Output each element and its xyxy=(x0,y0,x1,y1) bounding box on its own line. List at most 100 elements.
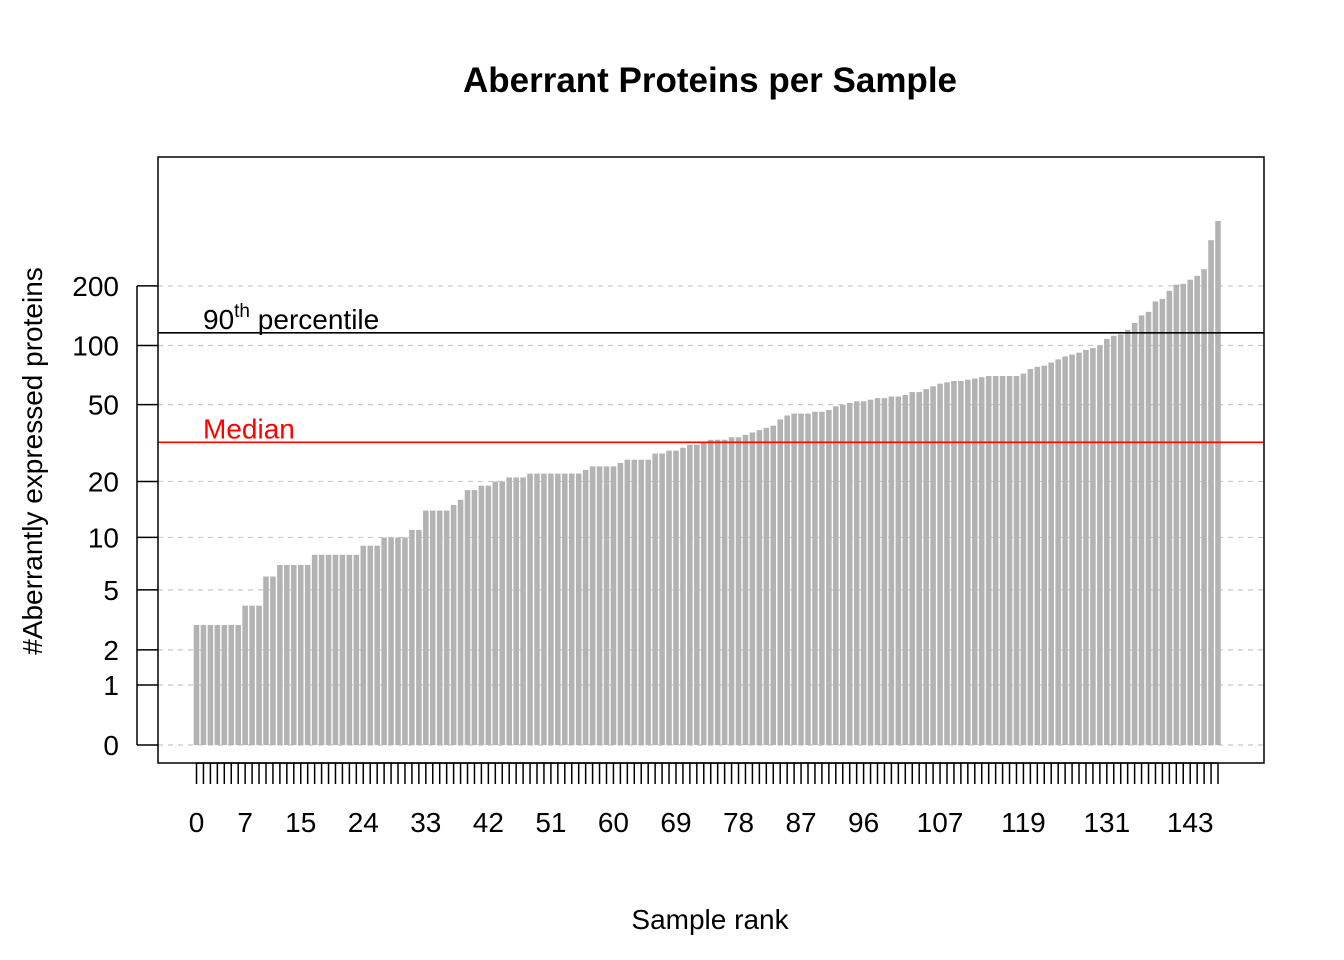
x-axis-label: Sample rank xyxy=(631,904,789,935)
bar xyxy=(687,445,693,745)
bar xyxy=(1104,338,1110,745)
bar xyxy=(374,545,380,745)
bar xyxy=(909,392,916,745)
bar xyxy=(1117,334,1124,745)
bar xyxy=(353,554,360,745)
bar xyxy=(1069,354,1075,745)
x-tick-label: 7 xyxy=(237,807,253,838)
bar xyxy=(888,396,895,745)
bar xyxy=(291,565,297,745)
bar xyxy=(707,439,714,745)
bar xyxy=(409,529,415,745)
reference-lines: 90th percentile Median xyxy=(158,301,1264,444)
bar xyxy=(923,389,929,745)
bar xyxy=(1194,275,1200,745)
bar xyxy=(1090,348,1096,745)
bar xyxy=(638,459,645,745)
bar xyxy=(270,576,276,745)
y-axis: 0 1 2 5 10 20 50 100 200 xyxy=(72,271,158,761)
bar xyxy=(325,554,332,745)
bars xyxy=(193,220,1221,746)
y-tick-label: 20 xyxy=(88,466,119,497)
plot-frame xyxy=(157,156,1265,764)
bar xyxy=(249,605,255,745)
bar xyxy=(339,554,346,745)
x-tick-label: 131 xyxy=(1083,807,1130,838)
bar xyxy=(589,466,596,745)
bar xyxy=(395,537,401,745)
bar xyxy=(450,505,457,745)
bar xyxy=(582,469,589,745)
bar xyxy=(617,462,624,745)
bar xyxy=(798,413,804,745)
bar xyxy=(214,625,221,745)
bar xyxy=(992,376,999,745)
bar xyxy=(388,537,394,745)
bar xyxy=(819,411,825,745)
bar xyxy=(972,378,978,745)
y-tick-label: 0 xyxy=(103,730,119,761)
bar xyxy=(965,379,971,745)
bar xyxy=(575,473,582,745)
bar xyxy=(1048,362,1055,745)
bar xyxy=(791,413,797,745)
y-tick-label: 200 xyxy=(72,271,119,302)
bar xyxy=(402,537,408,745)
y-axis-label: #Aberrantly expressed proteins xyxy=(17,267,48,655)
bar xyxy=(944,382,950,745)
bar xyxy=(666,450,672,745)
bar xyxy=(492,481,499,745)
bar xyxy=(1083,349,1089,745)
x-tick-label: 69 xyxy=(660,807,691,838)
bar xyxy=(360,545,367,745)
bar xyxy=(1159,298,1166,745)
x-tick-label: 78 xyxy=(723,807,754,838)
bar xyxy=(1027,368,1034,745)
reference-label-rest: percentile xyxy=(250,304,379,335)
bar xyxy=(304,565,311,745)
x-tick-label: 143 xyxy=(1167,807,1214,838)
bar xyxy=(1201,269,1207,745)
bar xyxy=(242,605,248,745)
bar xyxy=(520,477,526,745)
bar xyxy=(485,485,492,745)
bar xyxy=(228,625,235,745)
bar xyxy=(756,430,763,745)
bar xyxy=(853,401,860,745)
bar xyxy=(541,473,547,745)
reference-label-main: 90 xyxy=(203,304,234,335)
bar xyxy=(728,437,735,745)
reference-line-label: 90th percentile xyxy=(203,301,379,335)
bar xyxy=(555,473,561,745)
bar xyxy=(429,510,436,745)
bar xyxy=(318,554,325,745)
bar xyxy=(694,445,700,745)
y-tick-label: 100 xyxy=(72,331,119,362)
bar xyxy=(284,565,290,745)
bar xyxy=(652,453,658,745)
bar xyxy=(1097,345,1103,745)
x-tick-label: 33 xyxy=(410,807,441,838)
bar xyxy=(443,510,450,745)
bar xyxy=(867,399,874,745)
y-tick-label: 2 xyxy=(103,635,119,666)
y-tick-label: 10 xyxy=(88,522,119,553)
bar xyxy=(568,473,575,745)
bar xyxy=(846,402,853,745)
bar xyxy=(562,473,568,745)
bar xyxy=(805,413,811,745)
x-axis: 0 7 15 24 33 42 51 60 69 78 87 96 107 119 131 143 xyxy=(189,762,1219,838)
bar xyxy=(763,427,770,745)
bar xyxy=(673,450,679,745)
bar xyxy=(1013,376,1020,745)
bar xyxy=(860,401,867,745)
bar xyxy=(624,459,631,745)
chart-title: Aberrant Proteins per Sample xyxy=(463,61,957,100)
bar xyxy=(1166,290,1173,745)
bar xyxy=(714,439,721,745)
bar xyxy=(985,376,992,745)
bar xyxy=(895,396,902,745)
bar xyxy=(1152,301,1159,745)
bar xyxy=(297,565,304,745)
